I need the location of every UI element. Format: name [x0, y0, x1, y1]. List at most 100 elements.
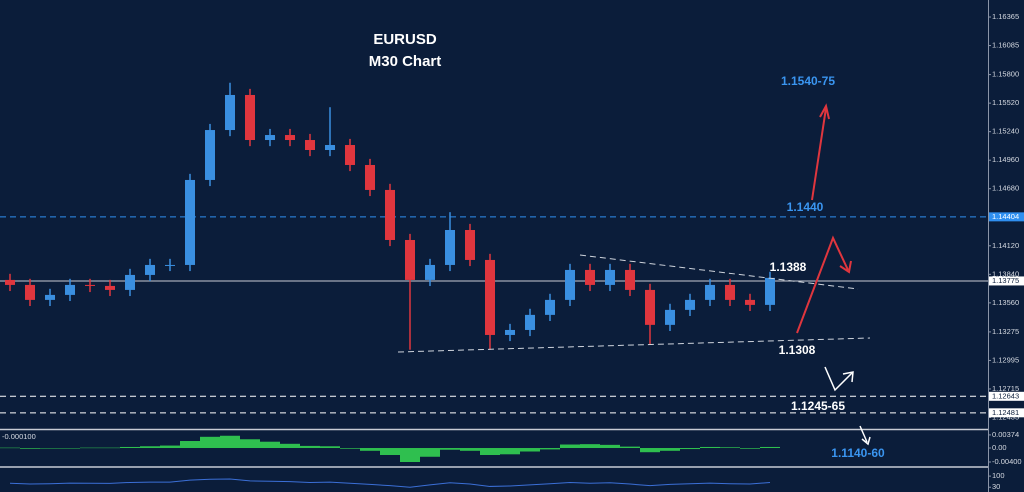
- candle-body: [685, 299, 695, 310]
- candle-body: [85, 284, 95, 286]
- histogram-bar: [420, 448, 440, 457]
- histogram-bar: [480, 448, 500, 456]
- trend-line: [579, 254, 859, 290]
- chart-title: EURUSD: [373, 31, 437, 48]
- arrow: [811, 107, 827, 201]
- histogram-bar: [140, 446, 160, 449]
- arrow: [796, 235, 849, 334]
- histogram-bar: [120, 446, 140, 449]
- candle-body: [745, 299, 755, 305]
- y-tick-label: 1.14680: [992, 184, 1019, 193]
- candle-body: [305, 140, 315, 151]
- histogram-bar: [700, 446, 720, 449]
- oscillator-line: [9, 478, 771, 488]
- histogram-bar: [460, 448, 480, 451]
- candle-body: [405, 239, 415, 280]
- candle-body: [5, 279, 15, 285]
- chart-subtitle: M30 Chart: [369, 53, 442, 70]
- candle-body: [565, 269, 575, 300]
- histogram-bar: [680, 448, 700, 450]
- histogram-bar: [440, 448, 460, 450]
- candle-body: [325, 145, 335, 151]
- candle-body: [225, 94, 235, 131]
- y-tick-label: 1.13275: [992, 327, 1019, 336]
- histogram-bar: [660, 448, 680, 451]
- candle-body: [765, 277, 775, 305]
- candle-body: [445, 229, 455, 265]
- y-tick-label: 1.15800: [992, 70, 1019, 79]
- annotation: 1.1140-60: [831, 446, 885, 460]
- candle-body: [585, 269, 595, 285]
- histogram-bar: [500, 448, 520, 455]
- arrow-head: [839, 260, 852, 274]
- histogram-bar: [160, 445, 180, 449]
- y-tick-label: 1.12995: [992, 355, 1019, 364]
- y-tick-label: 100: [992, 471, 1005, 480]
- histogram-bar: [20, 448, 40, 449]
- level-label: 1.13775: [992, 276, 1019, 285]
- y-tick-label: 1.15240: [992, 127, 1019, 136]
- histogram-bar: [540, 448, 560, 450]
- histogram-bar: [260, 441, 280, 449]
- arrow-head: [819, 103, 830, 120]
- candle-body: [245, 94, 255, 141]
- annotation: 1.1388: [770, 260, 807, 274]
- candle-body: [165, 264, 175, 266]
- candle-body: [345, 145, 355, 165]
- y-tick-label: -0.00400: [992, 457, 1022, 466]
- y-tick-label: 1.13840: [992, 269, 1019, 278]
- y-tick-label: 1.12715: [992, 384, 1019, 393]
- candle-body: [125, 274, 135, 290]
- y-tick-label: 1.16365: [992, 12, 1019, 21]
- histogram-bar: [100, 447, 120, 449]
- histogram-bar: [220, 435, 240, 449]
- level-label: 1.12481: [992, 408, 1019, 417]
- histogram-bar: [240, 439, 260, 449]
- candle-body: [505, 329, 515, 335]
- histogram-bar: [400, 448, 420, 463]
- candle-body: [185, 179, 195, 265]
- arrow: [859, 425, 868, 443]
- candle-body: [45, 294, 55, 300]
- candle-body: [665, 309, 675, 325]
- candle-body: [705, 284, 715, 300]
- y-tick-label: 0.00374: [992, 430, 1019, 439]
- histogram-bar: [620, 446, 640, 449]
- level-label-box: [989, 391, 1024, 401]
- histogram-bar: [360, 448, 380, 451]
- histogram-bar: [80, 447, 100, 449]
- annotation: 1.1440: [787, 200, 824, 214]
- y-tick-label: 0.00: [992, 443, 1007, 452]
- histogram-bar: [380, 448, 400, 456]
- histogram-bar: [720, 447, 740, 449]
- candle-body: [545, 299, 555, 315]
- candle-body: [485, 259, 495, 335]
- histogram-bar: [200, 436, 220, 449]
- candle-body: [365, 164, 375, 190]
- candle-body: [105, 285, 115, 290]
- candle-body: [25, 284, 35, 300]
- histogram-bar: [40, 448, 60, 449]
- histogram-bar: [560, 444, 580, 449]
- arrow-head: [842, 371, 854, 383]
- candle-body: [205, 130, 215, 180]
- histogram-bar: [740, 448, 760, 449]
- y-tick-label: 1.15520: [992, 98, 1019, 107]
- candle-body: [425, 264, 435, 280]
- candle-body: [65, 284, 75, 295]
- annotation: 1.1540-75: [781, 74, 835, 88]
- trend-line: [397, 337, 871, 353]
- histogram-bar: [280, 443, 300, 449]
- candle-body: [385, 189, 395, 240]
- histogram-bar: [520, 448, 540, 452]
- histogram-bar: [180, 441, 200, 449]
- level-label-box: [989, 276, 1024, 286]
- annotation: 1.1308: [779, 343, 816, 357]
- histogram-bar: [600, 444, 620, 449]
- histogram-bar: [760, 446, 780, 449]
- arrow-head: [861, 436, 871, 446]
- arrows: [796, 103, 871, 446]
- candle-body: [265, 135, 275, 141]
- y-tick-label: 1.16085: [992, 41, 1019, 50]
- histogram-bar: [320, 446, 340, 449]
